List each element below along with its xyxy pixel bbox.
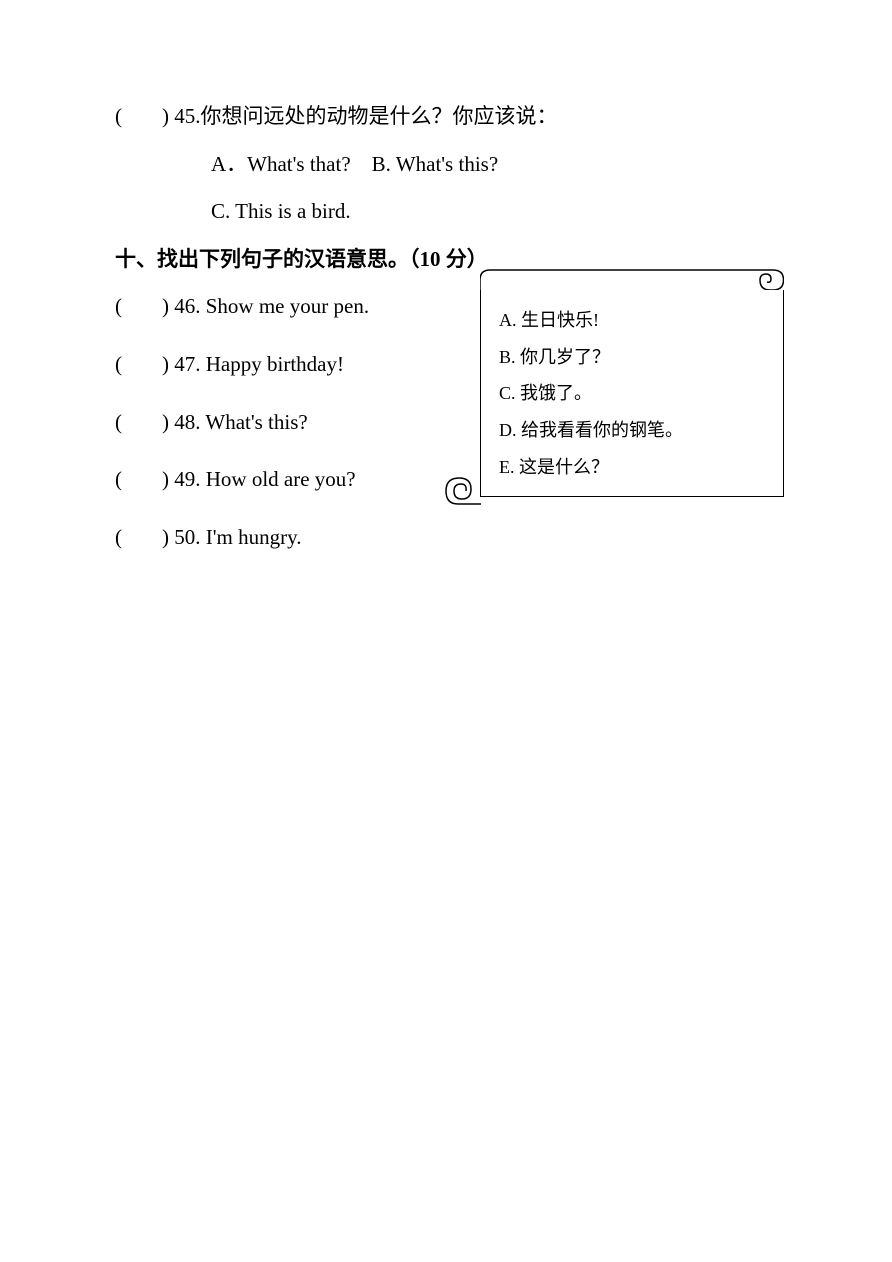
lparen: (	[115, 294, 122, 318]
options-line-2: C. This is a bird.	[115, 195, 782, 229]
rparen: )	[162, 410, 174, 434]
lparen: (	[115, 467, 122, 491]
answer-text: 生日快乐!	[521, 310, 599, 330]
rparen: )	[162, 352, 174, 376]
answer-d: D. 给我看看你的钢笔。	[499, 412, 765, 449]
rparen: )	[162, 104, 174, 128]
answer-label: D.	[499, 420, 517, 440]
item-text: How old are you?	[206, 467, 356, 491]
answer-text: 我饿了。	[520, 383, 592, 403]
answer-label: C.	[499, 383, 516, 403]
item-text: I'm hungry.	[206, 525, 302, 549]
answer-b: B. 你几岁了？	[499, 339, 765, 376]
answer-c: C. 我饿了。	[499, 375, 765, 412]
lparen: (	[115, 352, 122, 376]
question-45: () 45.你想问远处的动物是什么？你应该说：	[115, 100, 782, 134]
item-dot: .	[195, 410, 205, 434]
answer-scroll-box: A. 生日快乐! B. 你几岁了？ C. 我饿了。 D. 给我看看你的钢笔。 E…	[446, 269, 784, 497]
answer-label: A.	[499, 310, 517, 330]
options-line-1: A．What's that? B. What's this?	[115, 148, 782, 182]
answer-a: A. 生日快乐!	[499, 302, 765, 339]
scroll-body: A. 生日快乐! B. 你几岁了？ C. 我饿了。 D. 给我看看你的钢笔。 E…	[480, 290, 784, 497]
rparen: )	[162, 525, 174, 549]
section-heading-text: 十、找出下列句子的汉语意思。（10 分）	[115, 247, 488, 271]
answer-text: 你几岁了？	[520, 347, 610, 367]
answer-text: 这是什么？	[519, 457, 609, 477]
option-b: B. What's this?	[372, 152, 498, 176]
question-number: 45	[174, 104, 195, 128]
item-text: What's this?	[205, 410, 307, 434]
lparen: (	[115, 104, 122, 128]
rparen: )	[162, 294, 174, 318]
item-dot: .	[195, 294, 206, 318]
item-number: 48	[174, 410, 195, 434]
item-number: 46	[174, 294, 195, 318]
matching-item-50: () 50. I'm hungry.	[115, 521, 782, 555]
item-number: 50	[174, 525, 195, 549]
item-number: 49	[174, 467, 195, 491]
lparen: (	[115, 410, 122, 434]
option-a: A．What's that?	[211, 152, 351, 176]
scroll-top-icon	[480, 269, 784, 290]
answer-label: E.	[499, 457, 515, 477]
item-text: Happy birthday!	[206, 352, 344, 376]
answer-label: B.	[499, 347, 516, 367]
lparen: (	[115, 525, 122, 549]
item-number: 47	[174, 352, 195, 376]
answer-text: 给我看看你的钢笔。	[521, 420, 683, 440]
answer-e: E. 这是什么？	[499, 449, 765, 486]
item-text: Show me your pen.	[206, 294, 369, 318]
rparen: )	[162, 467, 174, 491]
question-text: 你想问远处的动物是什么？你应该说：	[201, 104, 558, 128]
item-dot: .	[195, 525, 206, 549]
scroll-bottom-roll-icon	[444, 472, 485, 505]
item-dot: .	[195, 467, 206, 491]
item-dot: .	[195, 352, 206, 376]
option-c: C. This is a bird.	[211, 199, 351, 223]
